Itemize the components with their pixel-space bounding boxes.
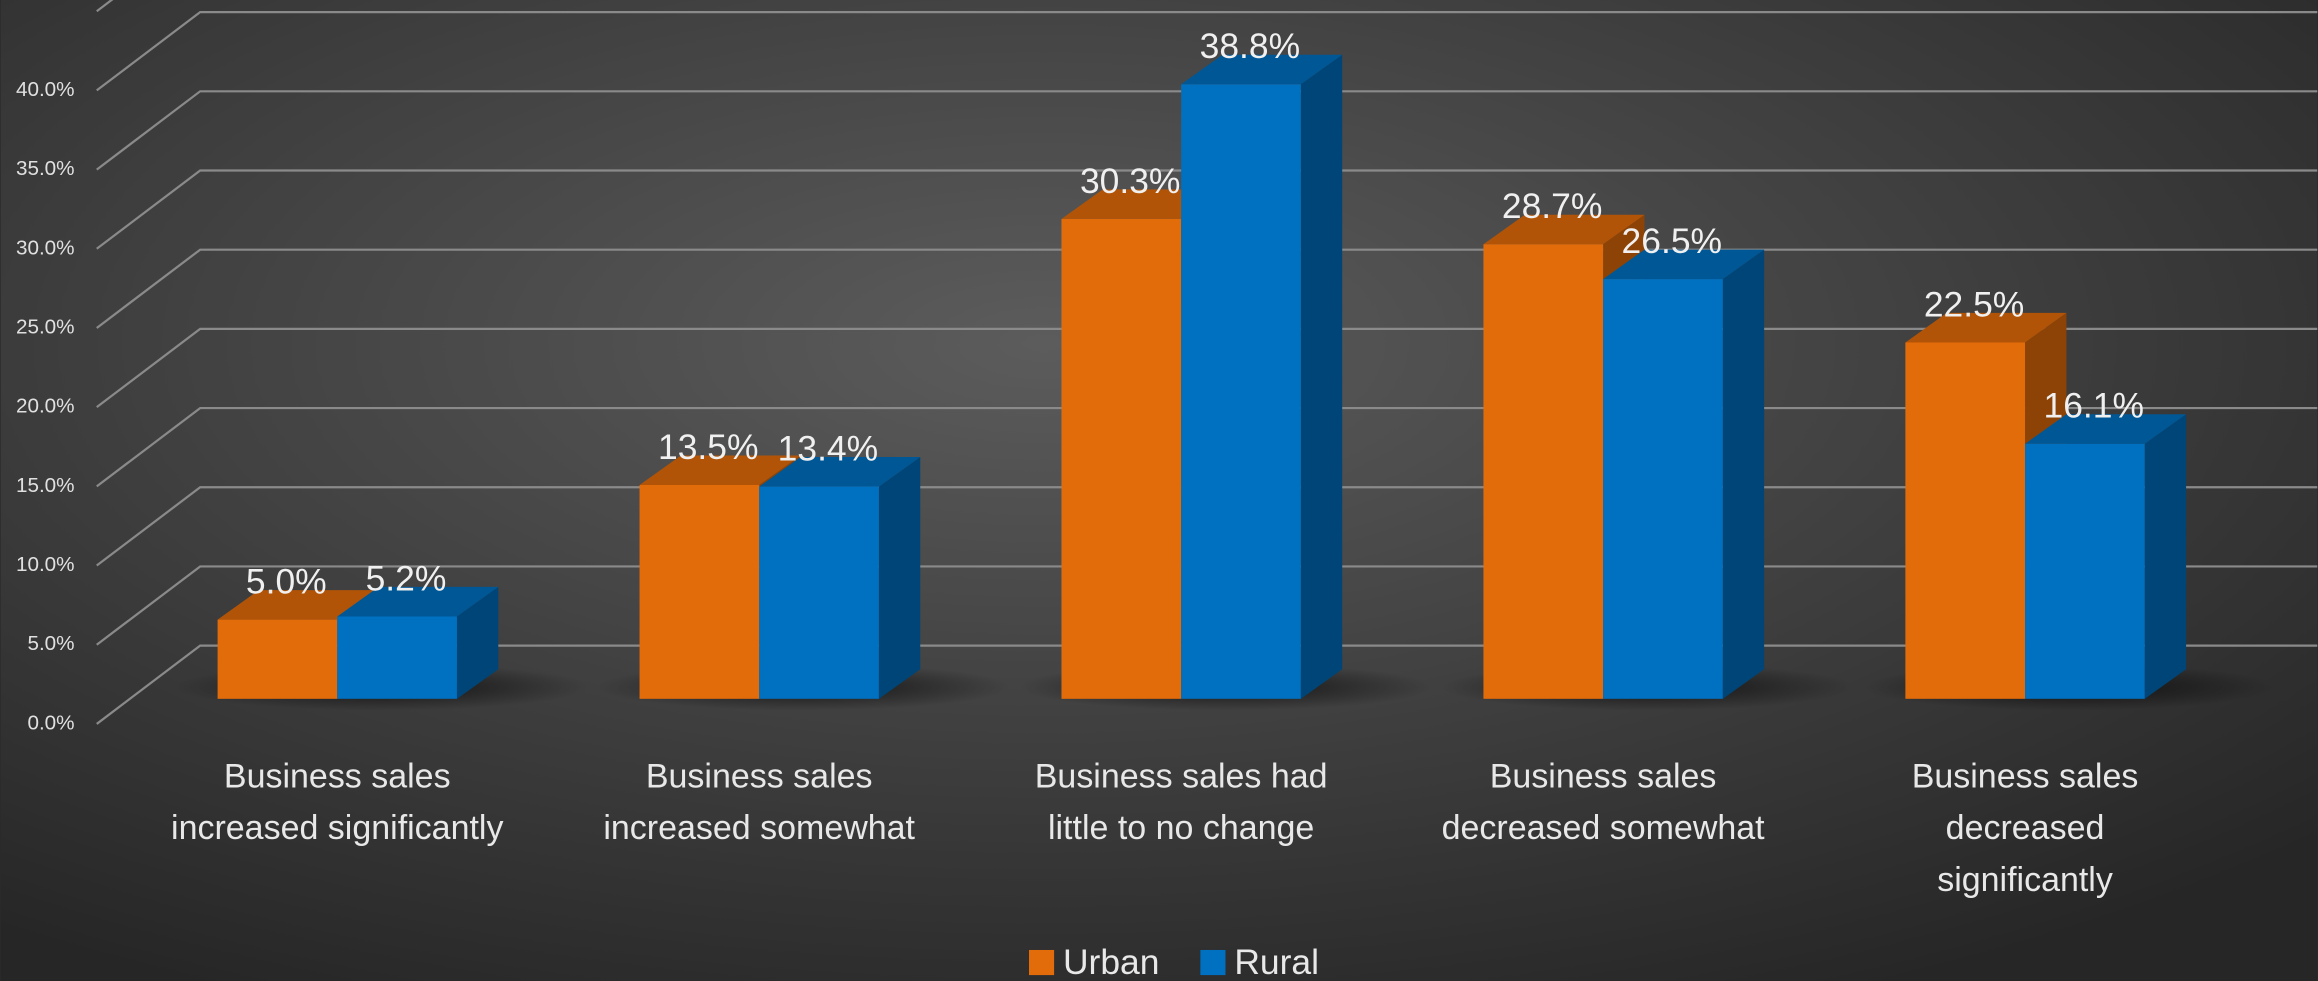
bar <box>759 457 921 699</box>
bar-front <box>337 616 457 699</box>
data-label: 13.5% <box>658 427 758 467</box>
bar-side <box>2144 414 2187 699</box>
bar-top <box>217 590 379 620</box>
x-tick-label: Business sales increased significantly <box>171 756 504 847</box>
bar-front <box>217 619 338 699</box>
x-tick-label-box: Business sales decreased significantly <box>1911 756 2139 899</box>
bar-front <box>639 485 760 699</box>
data-label: 5.2% <box>366 558 447 598</box>
bar-top <box>639 455 801 486</box>
data-label: 16.1% <box>2044 386 2144 426</box>
x-tick-label-box: Business sales increased significantly <box>171 756 504 847</box>
grid-line <box>96 169 2318 250</box>
data-label: 13.4% <box>778 428 878 468</box>
bar-top <box>2025 414 2187 444</box>
bar-side <box>1722 249 1765 699</box>
x-tick-label-box: Business sales increased somewhat <box>603 756 916 847</box>
bar-front <box>759 486 879 699</box>
bar <box>1181 54 1343 699</box>
bar-side <box>878 457 921 699</box>
bar-top <box>1181 54 1343 85</box>
y-tick-label: 30.0% <box>16 236 75 259</box>
y-tick-label: 15.0% <box>16 474 75 497</box>
x-tick-label: Business sales decreased significantly <box>1911 756 2139 899</box>
x-tick-label: Business sales increased somewhat <box>603 756 916 847</box>
bar-side <box>1300 54 1343 699</box>
legend-label: Urban <box>1063 942 1160 981</box>
data-label: 28.7% <box>1502 186 1602 226</box>
grid-line <box>96 11 2318 92</box>
data-label: 38.8% <box>1200 26 1300 66</box>
y-tick-label: 5.0% <box>27 632 74 655</box>
bar-top <box>337 586 499 617</box>
legend-swatch <box>1200 949 1226 976</box>
bar-front <box>1483 244 1604 699</box>
grid-line <box>96 90 2318 171</box>
x-tick-label: Business sales had little to no change <box>1034 756 1328 847</box>
x-tick-label-box: Business sales decreased somewhat <box>1441 756 1765 847</box>
bar-front <box>1061 218 1182 699</box>
x-tick-label: Business sales decreased somewhat <box>1441 756 1765 847</box>
data-label: 26.5% <box>1622 221 1722 261</box>
data-label: 22.5% <box>1924 284 2024 324</box>
bar <box>1603 249 1765 699</box>
bar-side <box>456 586 499 699</box>
y-tick-label: 25.0% <box>16 315 75 338</box>
bar-top <box>759 457 921 487</box>
bar-front <box>2025 443 2145 699</box>
bar <box>2025 414 2187 699</box>
bar-front <box>1603 279 1723 699</box>
data-label: 30.3% <box>1080 161 1180 201</box>
data-label: 5.0% <box>246 562 327 602</box>
bar-front <box>1181 84 1301 699</box>
bar-top <box>1603 249 1765 280</box>
y-tick-label: 35.0% <box>16 157 75 180</box>
bar <box>337 586 499 699</box>
bar-top <box>1483 214 1645 245</box>
y-tick-label: 40.0% <box>16 78 75 101</box>
x-tick-label-box: Business sales had little to no change <box>1034 756 1328 847</box>
legend-label: Rural <box>1234 942 1319 981</box>
y-tick-label: 10.0% <box>16 553 75 576</box>
y-tick-label: 0.0% <box>27 711 74 734</box>
bar-top <box>1905 312 2067 343</box>
legend-swatch <box>1028 949 1055 976</box>
y-tick-label: 20.0% <box>16 395 75 418</box>
bar-front <box>1905 342 2026 699</box>
